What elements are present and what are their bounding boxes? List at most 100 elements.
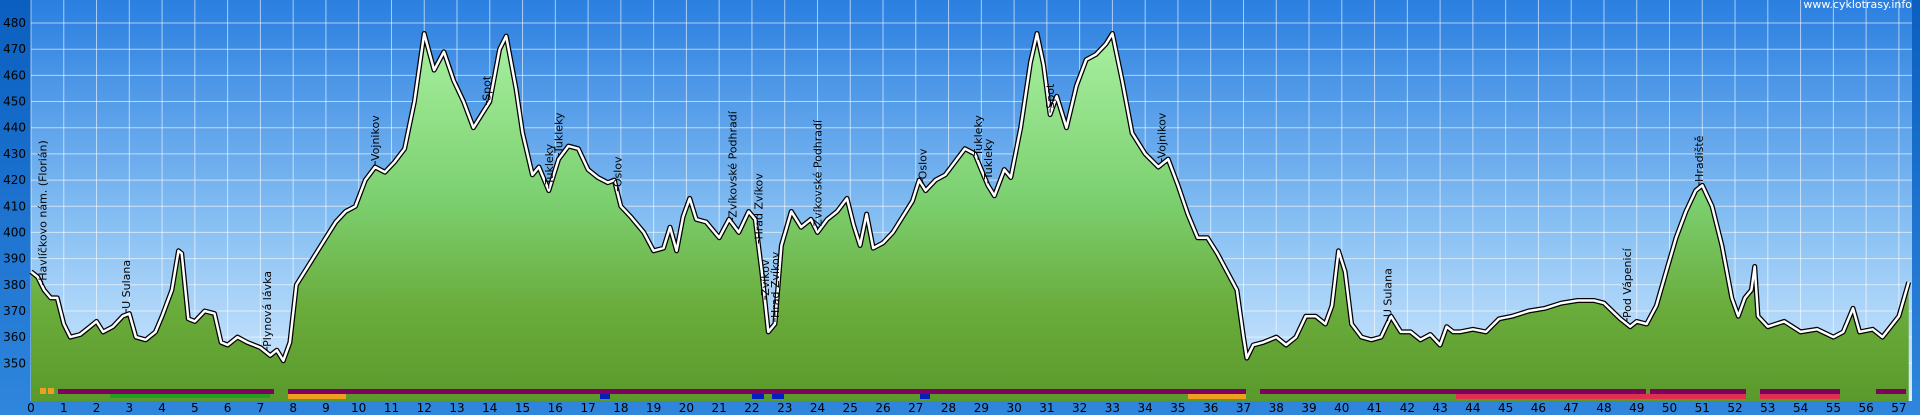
x-tick-label: 44 [1465, 401, 1480, 415]
y-tick-label: 480 [3, 16, 26, 30]
x-tick-label: 36 [1203, 401, 1218, 415]
x-tick-label: 49 [1629, 401, 1644, 415]
surface-bar [1760, 394, 1840, 399]
surface-bar [288, 389, 1246, 394]
x-tick-label: 16 [548, 401, 563, 415]
place-label: Oslov [612, 156, 625, 187]
place-label: Tukleky [982, 138, 995, 180]
x-tick-label: 55 [1826, 401, 1841, 415]
x-tick-label: 24 [810, 401, 825, 415]
x-tick-label: 9 [322, 401, 330, 415]
watermark: www.cyklotrasy.info [1803, 0, 1912, 11]
y-tick-label: 410 [3, 199, 26, 213]
x-tick-label: 41 [1367, 401, 1382, 415]
place-label: Pod Vápenicí [1621, 247, 1634, 318]
x-tick-label: 32 [1072, 401, 1087, 415]
place-label: Zvíkovské Podhradí [726, 110, 739, 217]
x-tick-label: 38 [1269, 401, 1284, 415]
x-tick-label: 46 [1531, 401, 1546, 415]
x-tick-label: 25 [843, 401, 858, 415]
x-tick-label: 50 [1662, 401, 1677, 415]
surface-bar [920, 394, 930, 399]
place-label: Vojnikov [369, 115, 382, 161]
place-label: Tukleky [972, 115, 985, 157]
x-tick-label: 33 [1105, 401, 1120, 415]
x-tick-label: 3 [125, 401, 133, 415]
x-tick-label: 56 [1858, 401, 1873, 415]
x-tick-label: 47 [1564, 401, 1579, 415]
x-tick-label: 29 [974, 401, 989, 415]
surface-bar [288, 394, 346, 399]
x-tick-label: 53 [1760, 401, 1775, 415]
x-tick-label: 27 [908, 401, 923, 415]
x-tick-label: 1 [60, 401, 68, 415]
surface-bar [1260, 389, 1646, 394]
place-label: Zvíkov [759, 259, 772, 296]
place-label: U Sulana [1382, 268, 1395, 317]
x-tick-label: 42 [1400, 401, 1415, 415]
x-tick-label: 7 [257, 401, 265, 415]
x-tick-label: 37 [1236, 401, 1251, 415]
place-label: Havlíčkovo nám. (Florián) [36, 140, 49, 281]
x-tick-label: 14 [482, 401, 497, 415]
y-tick-label: 420 [3, 173, 26, 187]
y-tick-label: 430 [3, 147, 26, 161]
y-tick-label: 370 [3, 304, 26, 318]
x-tick-label: 52 [1727, 401, 1742, 415]
x-tick-label: 4 [158, 401, 166, 415]
x-tick-label: 23 [777, 401, 792, 415]
place-label: Tukleky [553, 112, 566, 154]
x-tick-label: 18 [613, 401, 628, 415]
place-label: Spot [481, 75, 494, 101]
x-tick-label: 6 [224, 401, 232, 415]
surface-bar [752, 394, 764, 399]
x-tick-label: 43 [1432, 401, 1447, 415]
x-tick-label: 12 [417, 401, 432, 415]
profile [29, 31, 1912, 401]
x-tick-label: 39 [1301, 401, 1316, 415]
x-tick-label: 17 [580, 401, 595, 415]
x-tick-label: 40 [1334, 401, 1349, 415]
place-label: Vojnikov [1156, 112, 1169, 158]
y-tick-label: 470 [3, 42, 26, 56]
surface-bar [600, 394, 610, 399]
x-tick-label: 28 [941, 401, 956, 415]
x-tick-label: 22 [744, 401, 759, 415]
surface-mark [48, 388, 54, 394]
x-tick-label: 34 [1138, 401, 1153, 415]
y-tick-label: 390 [3, 252, 26, 266]
x-tick-label: 11 [384, 401, 399, 415]
x-tick-label: 20 [679, 401, 694, 415]
x-tick-label: 45 [1498, 401, 1513, 415]
place-label: Hradiště [1693, 135, 1706, 182]
x-tick-label: 19 [646, 401, 661, 415]
place-label: Plynová lávka [261, 271, 274, 347]
x-tick-label: 8 [289, 401, 297, 415]
x-tick-label: 0 [27, 401, 35, 415]
x-tick-label: 57 [1891, 401, 1906, 415]
y-tick-label: 450 [3, 95, 26, 109]
place-label: Hrad Zvíkov [769, 251, 782, 318]
place-label: U Sulana [120, 260, 133, 309]
surface-bar [1188, 394, 1246, 399]
surface-mark [40, 388, 46, 394]
surface-bar [1760, 389, 1840, 394]
x-tick-label: 31 [1039, 401, 1054, 415]
place-label: Tukleky [543, 143, 556, 185]
y-tick-label: 460 [3, 68, 26, 82]
surface-bar [1456, 394, 1746, 399]
y-tick-label: 350 [3, 356, 26, 370]
x-tick-label: 21 [712, 401, 727, 415]
x-tick-label: 48 [1596, 401, 1611, 415]
y-tick-label: 400 [3, 225, 26, 239]
area-fill [31, 33, 1909, 401]
y-tick-label: 360 [3, 330, 26, 344]
place-label: Spot [1044, 83, 1057, 109]
x-tick-label: 54 [1793, 401, 1808, 415]
x-tick-label: 51 [1695, 401, 1710, 415]
place-label: Hrad Zvíkov [752, 173, 765, 240]
x-tick-label: 26 [875, 401, 890, 415]
place-label: Zvíkovské Podhradí [811, 119, 824, 226]
place-label: Oslov [916, 148, 929, 179]
